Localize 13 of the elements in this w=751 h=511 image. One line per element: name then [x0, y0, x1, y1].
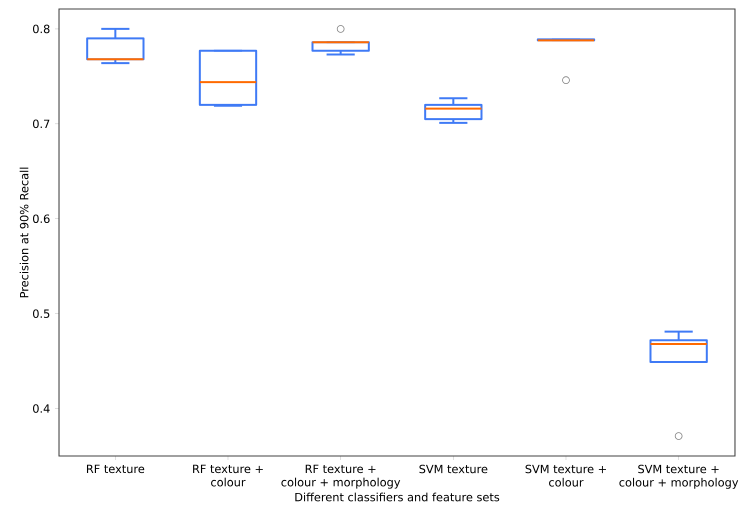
x-tick-label: SVM texture	[419, 464, 488, 474]
x-tick-label: SVM texture + colour	[526, 464, 606, 487]
y-tick-label: 0.6	[33, 214, 50, 224]
x-axis-title: Different classifiers and feature sets	[295, 492, 500, 502]
x-tick-label: RF texture + colour + morphology	[281, 464, 400, 489]
y-tick-label: 0.4	[33, 404, 50, 413]
y-tick-label: 0.5	[33, 309, 50, 318]
x-tick-label: RF texture + colour	[193, 464, 263, 486]
x-tick-label: SVM texture + colour + morphology	[619, 464, 738, 489]
x-tick-label: RF texture	[86, 464, 144, 474]
y-tick-label: 0.8	[33, 24, 50, 34]
y-tick-label: 0.7	[33, 120, 50, 128]
y-axis-title: Precision at 90% Recall	[20, 168, 28, 298]
